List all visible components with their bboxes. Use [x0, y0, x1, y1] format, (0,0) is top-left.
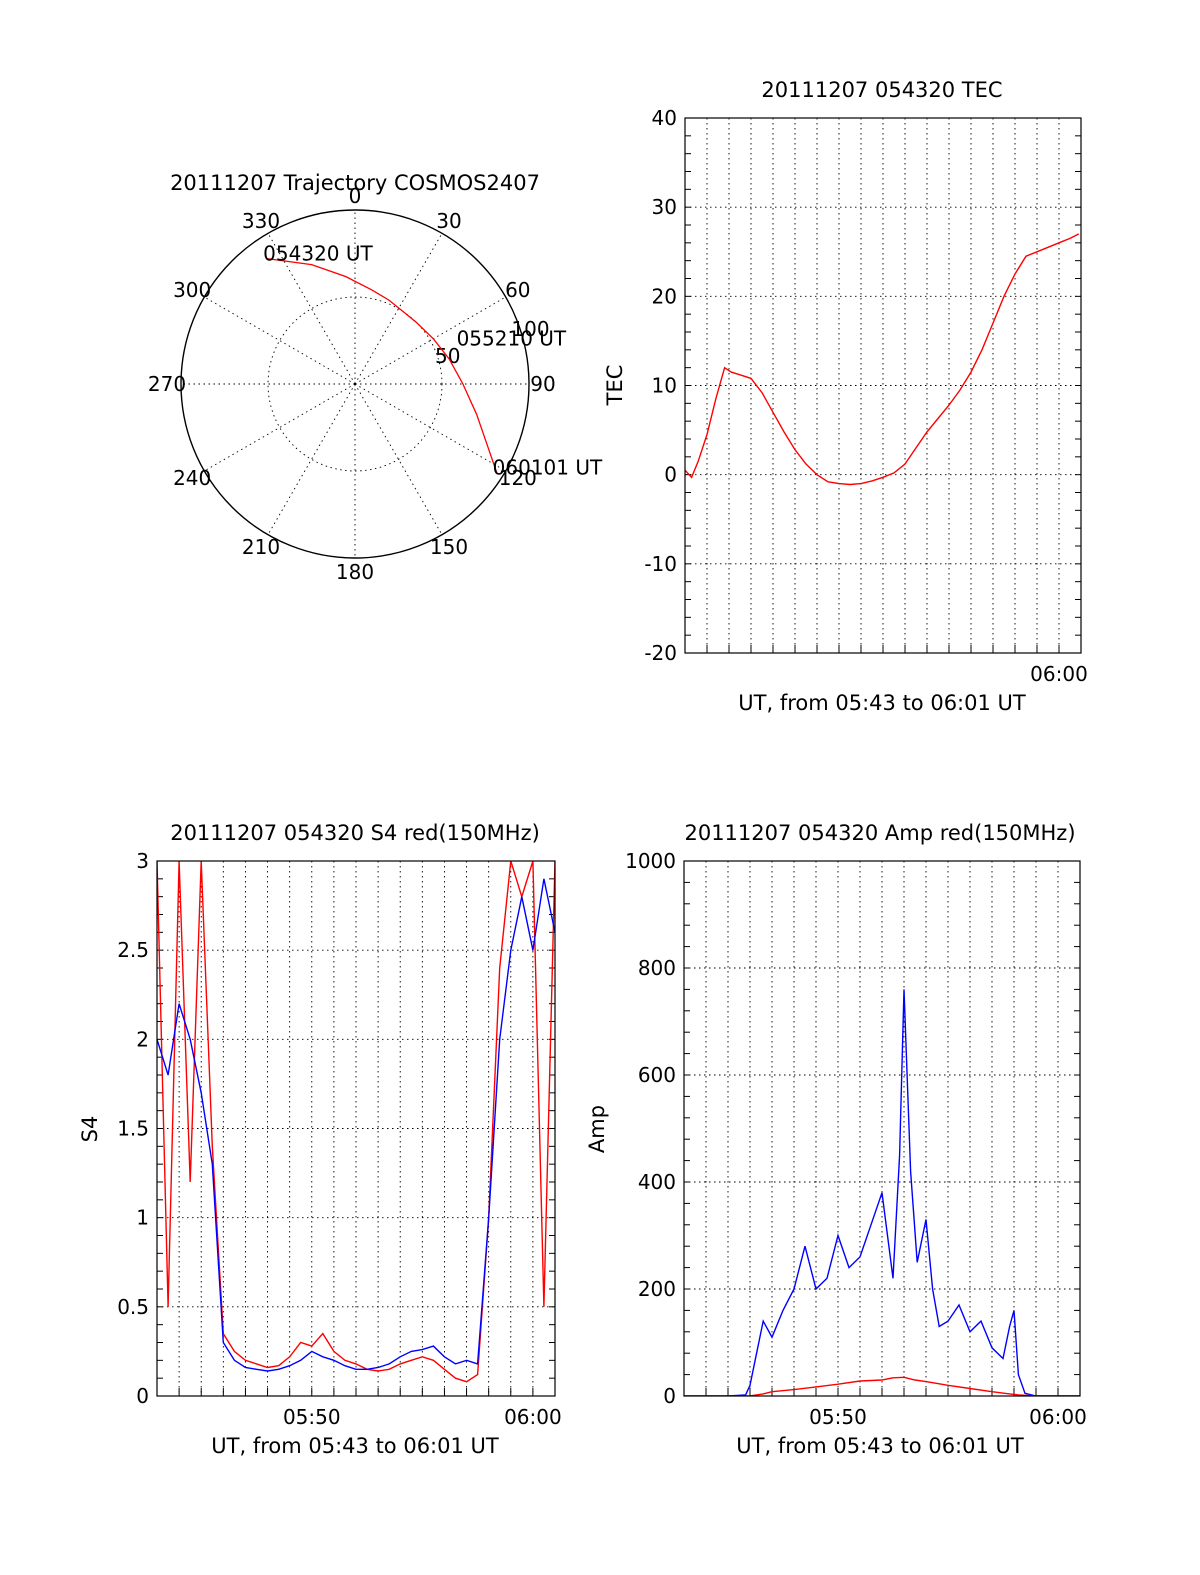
- polar-time-annotation: 054320 UT: [263, 242, 373, 266]
- amp-chart: 20111207 054320 Amp red(150MHz) UT, from…: [585, 821, 1087, 1458]
- s4-y-tick-label: 1: [136, 1206, 149, 1230]
- s4-y-tick-label: 2: [136, 1027, 149, 1051]
- s4-chart: 20111207 054320 S4 red(150MHz) UT, from …: [78, 821, 562, 1458]
- polar-trajectory-series: [267, 257, 498, 473]
- polar-angle-label: 330: [242, 209, 280, 233]
- tec-x-tick-label: 06:00: [1030, 662, 1088, 686]
- s4-y-axis-label: S4: [78, 1116, 102, 1143]
- tec-y-tick-label: -10: [644, 552, 677, 576]
- polar-angle-label: 60: [505, 278, 530, 302]
- polar-trajectory-chart: 20111207 Trajectory COSMOS2407 0 30 60 90 12…: [148, 171, 603, 584]
- tec-x-axis-label: UT, from 05:43 to 06:01 UT: [738, 691, 1026, 715]
- amp-series-line-1: [684, 1376, 1080, 1396]
- polar-angle-label: 180: [336, 560, 374, 584]
- tec-y-tick-label: 0: [664, 463, 677, 487]
- tec-axes: -20 -10 0 10 20 30 40 06:00: [644, 106, 1087, 686]
- tec-y-tick-label: 40: [652, 106, 677, 130]
- s4-x-tick-label: 05:50: [283, 1405, 341, 1429]
- polar-radius-label: 100: [511, 317, 549, 341]
- amp-chart-title: 20111207 054320 Amp red(150MHz): [684, 821, 1075, 845]
- polar-grid-spoke: [267, 383, 356, 535]
- tec-y-axis-label: TEC: [603, 365, 627, 407]
- s4-y-tick-label: 1.5: [117, 1117, 149, 1141]
- tec-y-tick-label: -20: [644, 641, 677, 665]
- polar-grid-spoke: [354, 233, 443, 385]
- polar-angle-label: 30: [436, 209, 461, 233]
- s4-y-tick-label: 2.5: [117, 938, 149, 962]
- amp-x-tick-label: 05:50: [809, 1405, 867, 1429]
- amp-frame: [683, 860, 1081, 1397]
- s4-x-tick-label: 06:00: [504, 1405, 562, 1429]
- polar-angle-labels: 0 30 60 90 120 150 180 210 240 270 300 330: [148, 184, 556, 584]
- polar-angle-label: 210: [242, 535, 280, 559]
- polar-annotations: 054320 UT 055210 UT 060101 UT: [263, 242, 603, 480]
- polar-chart-title: 20111207 Trajectory COSMOS2407: [170, 171, 540, 195]
- polar-angle-label: 270: [148, 372, 186, 396]
- s4-series-line-1: [157, 878, 555, 1372]
- s4-y-tick-label: 0.5: [117, 1295, 149, 1319]
- tec-y-tick-label: 10: [652, 374, 677, 398]
- amp-y-tick-label: 200: [638, 1277, 676, 1301]
- tec-series-line-0: [685, 233, 1080, 486]
- polar-angle-label: 0: [349, 184, 362, 208]
- polar-trajectory-line: [267, 257, 498, 473]
- amp-y-tick-label: 600: [638, 1063, 676, 1087]
- amp-series-line-0: [684, 989, 1080, 1396]
- amp-y-tick-label: 800: [638, 956, 676, 980]
- polar-angle-label: 300: [173, 278, 211, 302]
- polar-grid-spoke: [354, 383, 443, 535]
- s4-x-axis-label: UT, from 05:43 to 06:01 UT: [211, 1434, 499, 1458]
- s4-frame: [156, 860, 556, 1397]
- amp-x-axis-label: UT, from 05:43 to 06:01 UT: [736, 1434, 1024, 1458]
- polar-angle-label: 120: [499, 466, 537, 490]
- s4-chart-title: 20111207 054320 S4 red(150MHz): [170, 821, 540, 845]
- amp-y-tick-label: 1000: [625, 849, 676, 873]
- polar-outer-circle: [180, 209, 530, 559]
- tec-chart-title: 20111207 054320 TEC: [761, 78, 1002, 102]
- polar-angle-label: 240: [173, 466, 211, 490]
- s4-y-tick-label: 3: [136, 849, 149, 873]
- polar-grid-spoke: [354, 296, 506, 385]
- s4-y-tick-label: 0: [136, 1384, 149, 1408]
- polar-grid-spoke: [267, 233, 356, 385]
- polar-angle-label: 150: [430, 535, 468, 559]
- s4-series: [157, 861, 555, 1383]
- polar-grid: [180, 209, 530, 559]
- polar-angle-label: 90: [530, 372, 555, 396]
- polar-grid-spoke: [204, 383, 356, 472]
- amp-axes: 0 200 400 600 800 1000 05:50 06:00: [625, 849, 1087, 1429]
- amp-x-tick-label: 06:00: [1029, 1405, 1087, 1429]
- tec-chart: 20111207 054320 TEC UT, from 05:43 to 06…: [603, 78, 1088, 715]
- tec-y-tick-label: 20: [652, 284, 677, 308]
- amp-series: [684, 989, 1080, 1396]
- polar-grid-spoke: [204, 296, 356, 385]
- polar-time-annotation: 060101 UT: [493, 456, 603, 480]
- amp-y-axis-label: Amp: [585, 1105, 609, 1153]
- polar-grid-spoke: [354, 383, 506, 472]
- polar-grid-ring: [267, 296, 443, 472]
- tec-series: [685, 233, 1080, 486]
- polar-time-annotation: 055210 UT: [457, 326, 567, 350]
- amp-y-tick-label: 400: [638, 1170, 676, 1194]
- tec-frame: [684, 117, 1082, 654]
- tec-y-tick-label: 30: [652, 195, 677, 219]
- amp-y-tick-label: 0: [663, 1384, 676, 1408]
- s4-axes: 0 0.5 1 1.5 2 2.5 3 05:50 06:00: [117, 849, 562, 1429]
